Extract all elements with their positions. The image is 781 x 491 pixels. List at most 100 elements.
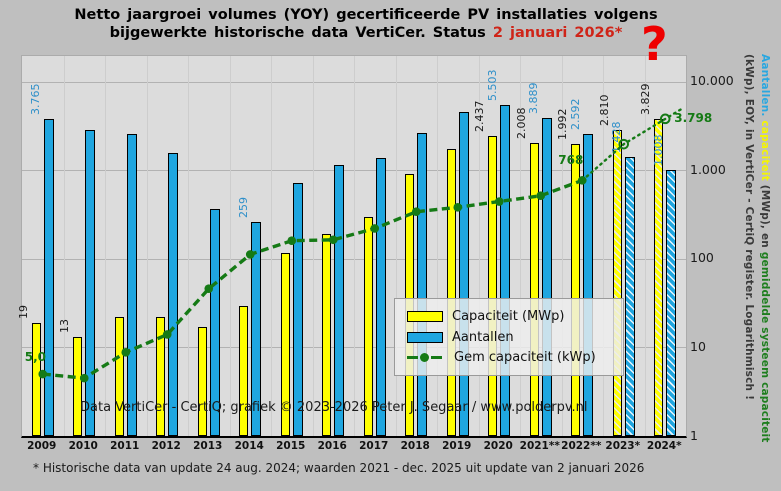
x-tick-2019: 2019	[442, 440, 472, 452]
footnote: * Historische data van update 24 aug. 20…	[33, 461, 645, 475]
gridline-v	[271, 56, 272, 436]
gem-capaciteit-marker-2017	[370, 224, 380, 233]
bar-capaciteit-2019	[446, 149, 456, 436]
right-axis-title-line1: Aantallen. capaciteit (MWp), en gemiddel…	[759, 54, 771, 443]
gridline-v	[63, 56, 65, 436]
right-axis-title-line2: (kWp), EOY, in VertiCer - CertiQ registe…	[743, 54, 755, 401]
chart-title: Netto jaargroei volumes (YOY) gecertific…	[0, 7, 732, 42]
x-axis-ticks: 2009 2010 2011 2012 2013 2014 2015 2016 2017 2018…	[21, 440, 685, 452]
bar-aantallen-2012	[168, 152, 179, 436]
bar-aantallen-2020	[500, 104, 511, 436]
legend-item-aantallen: Aantallen	[407, 330, 611, 345]
gridline-v	[644, 56, 646, 436]
legend-label-aantallen: Aantallen	[452, 329, 514, 345]
x-tick-2015: 2015	[276, 440, 306, 452]
legend-swatch-capaciteit	[407, 311, 443, 322]
legend-swatch-gem-capaciteit	[407, 353, 445, 362]
gem-capaciteit-marker-2016	[328, 235, 338, 245]
x-tick-2013: 2013	[193, 440, 223, 452]
legend-label-capaciteit: Capaciteit (MWp)	[452, 309, 565, 324]
bar-aantallen-2018	[417, 132, 428, 436]
y-axis-ticks: 10.000 1.000 100 10 1	[690, 55, 750, 442]
gem-capaciteit-line	[38, 106, 685, 383]
gem-capaciteit-marker-2011	[121, 348, 131, 357]
x-tick-2018: 2018	[400, 440, 430, 452]
title-status-date: 2 januari 2026*	[492, 24, 623, 41]
bar-capaciteit-2011	[114, 317, 124, 436]
bar-capaciteit-2022**	[571, 143, 581, 436]
gridline-v	[437, 56, 438, 436]
y-tick-10: 10	[690, 338, 706, 354]
x-tick-2012: 2012	[151, 440, 181, 452]
plot-area: 19 3.765 13 259 2.437 5.503 2.008 3.889 1.992 2.5…	[17, 55, 712, 438]
gridline-v	[520, 56, 521, 436]
gridline-v	[312, 56, 314, 436]
line-label-gem-2022**: 768	[558, 153, 584, 168]
bar-capaciteit-2017	[363, 216, 373, 436]
x-tick-2024*: 2024*	[646, 440, 682, 452]
gem-capaciteit-marker-2023*	[618, 138, 630, 150]
bar-capaciteit-2024*	[654, 118, 664, 436]
legend: Capaciteit (MWp) Aantallen Gem capacitei…	[394, 298, 624, 376]
y-tick-100: 100	[690, 250, 714, 266]
y-tick-1.000: 1.000	[690, 161, 726, 177]
gridline-v	[603, 56, 604, 436]
bar-aantallen-2021**	[541, 117, 552, 436]
bar-aantallen-2010	[85, 129, 96, 436]
gridline-v	[229, 56, 231, 436]
legend-swatch-aantallen	[407, 331, 443, 343]
legend-item-gem-capaciteit: Gem capaciteit (kWp)	[407, 350, 611, 365]
gridline-v	[561, 56, 563, 436]
x-tick-2022**: 2022**	[561, 440, 602, 452]
bar-capaciteit-2010	[73, 337, 83, 436]
bar-capaciteit-2013	[197, 326, 207, 436]
line-label-gem-2009: 5,0	[24, 350, 47, 365]
bar-aantallen-2015	[292, 182, 303, 436]
bar-capaciteit-2020	[488, 135, 498, 436]
x-tick-2021**: 2021**	[519, 440, 560, 452]
gem-capaciteit-marker-2019	[453, 203, 463, 212]
x-tick-2017: 2017	[359, 440, 389, 452]
x-tick-2010: 2010	[68, 440, 98, 452]
gem-capaciteit-marker-2022**	[577, 176, 587, 185]
right-axis-title-part: capaciteit	[759, 116, 771, 181]
x-tick-2020: 2020	[483, 440, 513, 452]
bar-aantallen-2016	[334, 164, 345, 436]
bar-aantallen-2019	[458, 112, 469, 436]
title-line-2: bijgewerkte historische data VertiCer. S…	[0, 25, 732, 43]
x-tick-2014: 2014	[234, 440, 264, 452]
bar-capaciteit-2012	[156, 317, 166, 436]
gem-capaciteit-marker-2013	[204, 284, 214, 293]
legend-item-capaciteit: Capaciteit (MWp)	[407, 309, 611, 324]
gem-capaciteit-dashed-segment	[42, 178, 583, 380]
gem-capaciteit-marker-2020	[494, 197, 504, 206]
bar-capaciteit-2021**	[529, 143, 539, 436]
gem-capaciteit-dotted-segment	[581, 106, 685, 182]
y-tick-10.000: 10.000	[690, 73, 734, 89]
bar-aantallen-2017	[375, 158, 386, 436]
gem-capaciteit-marker-2024*	[659, 113, 671, 125]
legend-label-gem-capaciteit: Gem capaciteit (kWp)	[454, 350, 596, 365]
gridline-v	[146, 56, 148, 436]
gridline-v	[354, 56, 355, 436]
bar-capaciteit-2015	[280, 253, 290, 436]
bar-aantallen-2023*	[624, 156, 635, 436]
x-tick-2011: 2011	[110, 440, 140, 452]
gem-capaciteit-marker-2018	[411, 207, 421, 217]
gem-capaciteit-marker-2010	[79, 373, 89, 383]
bar-aantallen-2022**	[583, 133, 594, 436]
gridline-v	[188, 56, 189, 436]
x-tick-2016: 2016	[317, 440, 347, 452]
title-status-text: bijgewerkte historische data VertiCer. S…	[109, 24, 493, 41]
gem-capaciteit-marker-2012	[162, 330, 172, 339]
gem-capaciteit-marker-2021**	[536, 191, 546, 200]
bar-capaciteit-2009	[31, 322, 41, 436]
gridline-v	[395, 56, 397, 436]
x-tick-2023*: 2023*	[605, 440, 641, 452]
right-axis-title-part: Aantallen.	[759, 54, 771, 117]
gem-capaciteit-marker-2009	[38, 369, 48, 379]
bar-aantallen-2009	[43, 119, 54, 436]
gem-capaciteit-marker-2015	[287, 236, 297, 246]
bar-capaciteit-2014	[239, 306, 249, 436]
